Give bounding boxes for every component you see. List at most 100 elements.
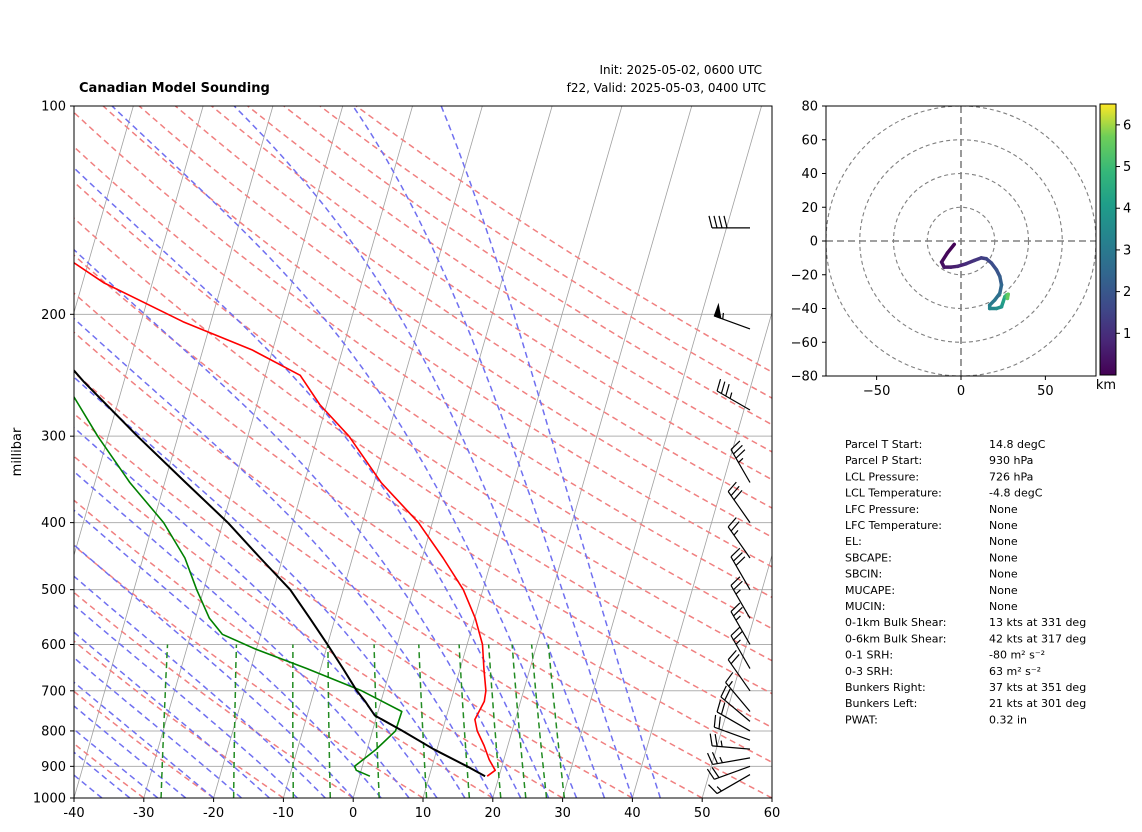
- stat-row: LCL Pressure: 726 hPa: [845, 470, 1033, 483]
- stat-label: MUCIN:: [845, 600, 885, 613]
- hodograph-x-tick-label: 50: [1037, 384, 1054, 399]
- stat-label: MUCAPE:: [845, 584, 895, 597]
- moist-adiabat-line: [111, 106, 578, 798]
- sounding-stats-table: Parcel T Start: 14.8 degC Parcel P Start: 9…: [845, 438, 1086, 726]
- hodograph-grid: [826, 106, 1096, 376]
- dry-adiabat-line: [138, 106, 772, 538]
- hodograph-y-tick-label: 80: [801, 100, 818, 115]
- stat-value: 13 kts at 331 deg: [989, 616, 1086, 629]
- mixing-ratio-line: [160, 644, 169, 798]
- moist-adiabat-line: [440, 106, 662, 798]
- skewt-plot-frame: [73, 105, 773, 799]
- isotherm-line: [74, 106, 204, 557]
- stat-value: None: [989, 584, 1018, 597]
- wind-barb: [730, 576, 751, 619]
- mixing-ratio-line: [530, 644, 548, 798]
- stat-label: PWAT:: [845, 713, 878, 726]
- isotherm-line: [283, 106, 483, 798]
- hodograph-y-tick-label: −40: [791, 302, 818, 317]
- colorbar-tick-label: 1: [1123, 327, 1131, 342]
- dry-adiabat-line: [211, 106, 772, 481]
- stat-row: LCL Temperature: -4.8 degC: [845, 487, 1043, 500]
- mixing-ratio-line: [418, 644, 428, 798]
- stat-value: -80 m² s⁻²: [989, 649, 1045, 662]
- x-tick-label: 50: [694, 806, 711, 821]
- dry-adiabat-line: [102, 106, 772, 568]
- moist-adiabat-line: [233, 106, 606, 798]
- stat-row: PWAT: 0.32 in: [845, 713, 1027, 726]
- wind-barb: [706, 752, 751, 766]
- x-tick-label: 40: [624, 806, 641, 821]
- stat-row: LFC Temperature: None: [845, 519, 1018, 532]
- isotherm-line: [143, 106, 344, 798]
- dewpoint-trace: [74, 395, 403, 777]
- stat-row: 0-6km Bulk Shear: 42 kts at 317 deg: [845, 632, 1086, 645]
- mixing-ratio-line: [458, 644, 471, 798]
- stat-row: MUCAPE: None: [845, 584, 1018, 597]
- y-tick-label: 500: [41, 583, 66, 598]
- dry-adiabat-line: [74, 455, 563, 798]
- hodograph-y-tick-label: 0: [810, 235, 818, 250]
- stat-label: Bunkers Left:: [845, 697, 917, 710]
- x-tick-label: -40: [63, 806, 84, 821]
- dry-adiabat-line: [74, 292, 772, 764]
- dry-adiabat-line: [283, 106, 772, 426]
- wind-barb: [720, 685, 751, 722]
- x-tick-label: -10: [273, 806, 294, 821]
- stat-label: SBCAPE:: [845, 551, 892, 564]
- hodograph-y-tick-label: 20: [801, 201, 818, 216]
- stat-value: 930 hPa: [989, 454, 1033, 467]
- stat-row: 0-1km Bulk Shear: 13 kts at 331 deg: [845, 616, 1086, 629]
- wind-barb: [713, 714, 751, 741]
- colorbar-ticks: 1 2 3 4 5 6: [1116, 118, 1131, 342]
- wind-barb: [727, 649, 751, 692]
- colorbar-tick-label: 3: [1123, 243, 1131, 258]
- dry-adiabat-line: [74, 217, 772, 695]
- parcel-profile-trace: [74, 369, 486, 778]
- dry-adiabat-line: [74, 690, 215, 798]
- colorbar-tick-label: 5: [1123, 160, 1131, 175]
- dry-adiabat-line: [174, 106, 772, 509]
- dry-adiabat-line: [355, 106, 772, 373]
- mixing-ratio-line: [327, 644, 332, 798]
- wind-barb: [730, 602, 751, 645]
- colorbar-tick-label: 2: [1123, 285, 1131, 300]
- stat-value: None: [989, 503, 1018, 516]
- dry-adiabat-line: [74, 111, 772, 599]
- stat-label: LFC Pressure:: [845, 503, 919, 516]
- dry-adiabat-line: [74, 371, 703, 798]
- dry-adiabat-line: [74, 412, 633, 798]
- x-tick-label: 60: [764, 806, 781, 821]
- mixing-ratio-line: [373, 644, 380, 798]
- skewt-profile-traces: [74, 261, 496, 778]
- y-tick-label: 400: [41, 516, 66, 531]
- mixing-ratio-line: [487, 644, 502, 798]
- dry-adiabat-line: [74, 499, 494, 798]
- x-tick-label: -30: [133, 806, 154, 821]
- wind-barb: [709, 733, 751, 750]
- stat-label: EL:: [845, 535, 862, 548]
- dry-adiabat-line: [319, 106, 772, 399]
- moist-adiabat-line: [74, 426, 438, 798]
- stat-row: MUCIN: None: [845, 600, 1018, 613]
- moist-adiabat-line: [74, 317, 494, 798]
- stat-label: SBCIN:: [845, 568, 882, 581]
- wind-barb: [708, 774, 751, 795]
- skewt-background-lines: [74, 106, 772, 798]
- skewt-axes: -40 -30 -20 -10 0 10 20 30 40 50 60 1000 900 800 700 60…: [33, 100, 780, 822]
- stat-value: 63 m² s⁻²: [989, 665, 1041, 678]
- isotherm-line: [492, 106, 693, 798]
- wind-barb: [730, 440, 751, 483]
- stat-row: EL: None: [845, 535, 1018, 548]
- stat-value: 42 kts at 317 deg: [989, 632, 1086, 645]
- stat-label: 0-3 SRH:: [845, 665, 893, 678]
- moist-adiabat-line: [74, 470, 410, 798]
- y-tick-label: 600: [41, 638, 66, 653]
- colorbar: [1099, 103, 1117, 376]
- wind-barb: [716, 378, 751, 411]
- moist-adiabat-line: [352, 106, 634, 798]
- moist-adiabat-line: [74, 604, 298, 798]
- dry-adiabat-line: [74, 254, 772, 729]
- hodograph-segment: [945, 242, 956, 255]
- stat-label: LFC Temperature:: [845, 519, 942, 532]
